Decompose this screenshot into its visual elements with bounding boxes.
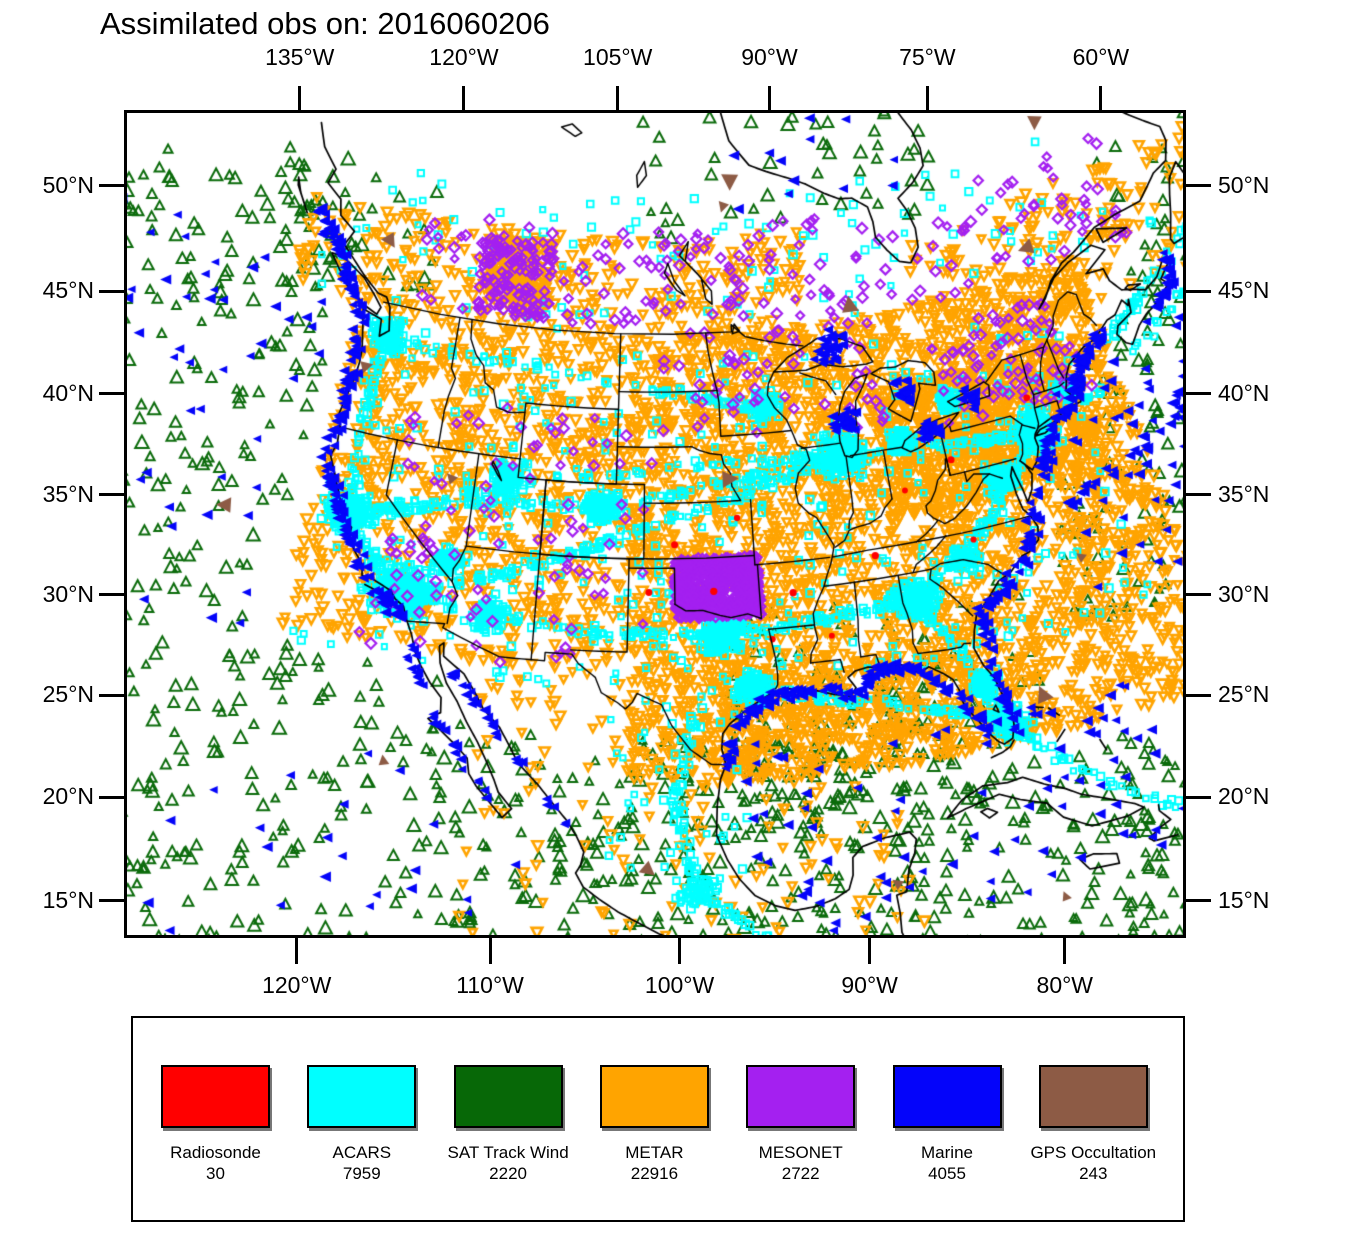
legend-category-count: 2220 — [489, 1164, 528, 1183]
legend-category-name: Radiosonde — [170, 1143, 261, 1162]
right-axis-label: 45°N — [1218, 277, 1270, 304]
bottom-axis-label: 100°W — [644, 972, 715, 998]
legend-box: Radiosonde 30 ACARS 7959 SAT Track Wind 2220 M… — [131, 1016, 1185, 1222]
left-axis-label: 20°N — [42, 783, 94, 810]
legend-category-count: 2722 — [781, 1164, 820, 1183]
left-axis-tick — [99, 693, 126, 697]
right-axis-label: 30°N — [1218, 580, 1270, 607]
left-axis-label: 30°N — [42, 580, 94, 607]
top-axis-tick — [1099, 86, 1103, 112]
top-axis-label: 90°W — [741, 44, 798, 70]
right-axis-label: 40°N — [1218, 379, 1270, 406]
right-axis-label: 20°N — [1218, 783, 1270, 810]
top-axis-tick — [616, 86, 620, 112]
left-axis-label: 40°N — [42, 379, 94, 406]
right-axis-tick — [1184, 899, 1211, 903]
top-axis-label: 60°W — [1072, 44, 1130, 70]
legend-category-name: ACARS — [332, 1143, 392, 1162]
legend-category-name: SAT Track Wind — [447, 1143, 569, 1162]
top-axis-tick — [767, 86, 771, 112]
top-axis-tick — [298, 86, 302, 112]
left-axis-label: 45°N — [42, 277, 94, 304]
right-axis-label: 50°N — [1218, 171, 1270, 198]
bottom-axis-tick — [678, 938, 682, 964]
legend-swatch-mesonet — [746, 1065, 856, 1128]
top-axis-label: 75°W — [899, 44, 956, 70]
legend-label-mesonet: MESONET 2722 — [759, 1142, 843, 1184]
legend-category-name: Marine — [921, 1143, 973, 1162]
top-axis-tick — [462, 86, 466, 112]
map-canvas — [127, 113, 1183, 935]
bottom-axis-tick — [488, 938, 492, 964]
legend-label-gps-occultation: GPS Occultation 243 — [1030, 1142, 1156, 1184]
bottom-axis-label: 90°W — [841, 972, 898, 998]
right-axis-tick — [1184, 493, 1211, 497]
legend-label-radiosonde: Radiosonde 30 — [170, 1142, 261, 1184]
legend-swatch-gps-occultation — [1038, 1065, 1148, 1128]
left-axis-tick — [99, 493, 126, 497]
legend-category-count: 30 — [206, 1164, 225, 1183]
top-axis-label: 120°W — [429, 44, 499, 70]
right-axis-tick — [1184, 693, 1211, 697]
legend-category-count: 4055 — [928, 1164, 966, 1183]
bottom-axis-label: 80°W — [1036, 972, 1094, 998]
figure-title: Assimilated obs on: 2016060206 — [100, 6, 550, 41]
right-axis-tick — [1184, 289, 1211, 293]
bottom-axis-tick — [868, 938, 872, 964]
left-axis-tick — [99, 392, 126, 396]
legend-category-name: MESONET — [758, 1143, 843, 1162]
right-axis-label: 15°N — [1218, 886, 1270, 913]
legend-label-sat-track-wind: SAT Track Wind 2220 — [447, 1142, 568, 1184]
legend-label-metar: METAR 22916 — [625, 1142, 683, 1184]
map-plot-frame — [124, 110, 1186, 938]
left-axis-label: 25°N — [42, 681, 94, 708]
left-axis-tick — [99, 289, 126, 293]
left-axis-tick — [99, 899, 126, 903]
bottom-axis-tick — [1063, 938, 1067, 964]
bottom-axis-tick — [295, 938, 299, 964]
legend-swatch-sat-track-wind — [453, 1065, 563, 1128]
left-axis-label: 35°N — [42, 480, 94, 507]
top-axis-label: 105°W — [583, 44, 653, 70]
left-axis-tick — [99, 795, 126, 799]
legend-swatch-radiosonde — [161, 1065, 270, 1128]
right-axis-tick — [1184, 593, 1211, 597]
legend-category-count: 22916 — [630, 1164, 679, 1183]
legend-category-count: 243 — [1079, 1164, 1108, 1183]
right-axis-label: 35°N — [1218, 480, 1270, 507]
right-axis-label: 25°N — [1218, 681, 1270, 708]
legend-swatch-metar — [599, 1065, 709, 1128]
top-axis-tick — [925, 86, 929, 112]
right-axis-tick — [1184, 795, 1211, 799]
right-axis-tick — [1184, 392, 1211, 396]
legend-swatch-acars — [307, 1065, 417, 1128]
legend-category-name: GPS Occultation — [1030, 1143, 1157, 1162]
right-axis-tick — [1184, 184, 1211, 188]
bottom-axis-label: 110°W — [456, 972, 524, 998]
left-axis-label: 50°N — [42, 171, 94, 198]
left-axis-label: 15°N — [42, 886, 94, 913]
left-axis-tick — [99, 184, 126, 188]
bottom-axis-label: 120°W — [262, 972, 332, 998]
legend-label-marine: Marine 4055 — [921, 1142, 973, 1184]
top-axis-label: 135°W — [265, 44, 335, 70]
legend-category-name: METAR — [625, 1143, 684, 1162]
legend-label-acars: ACARS 7959 — [333, 1142, 392, 1184]
legend-category-count: 7959 — [342, 1164, 381, 1183]
left-axis-tick — [99, 593, 126, 597]
legend-swatch-marine — [892, 1065, 1002, 1128]
